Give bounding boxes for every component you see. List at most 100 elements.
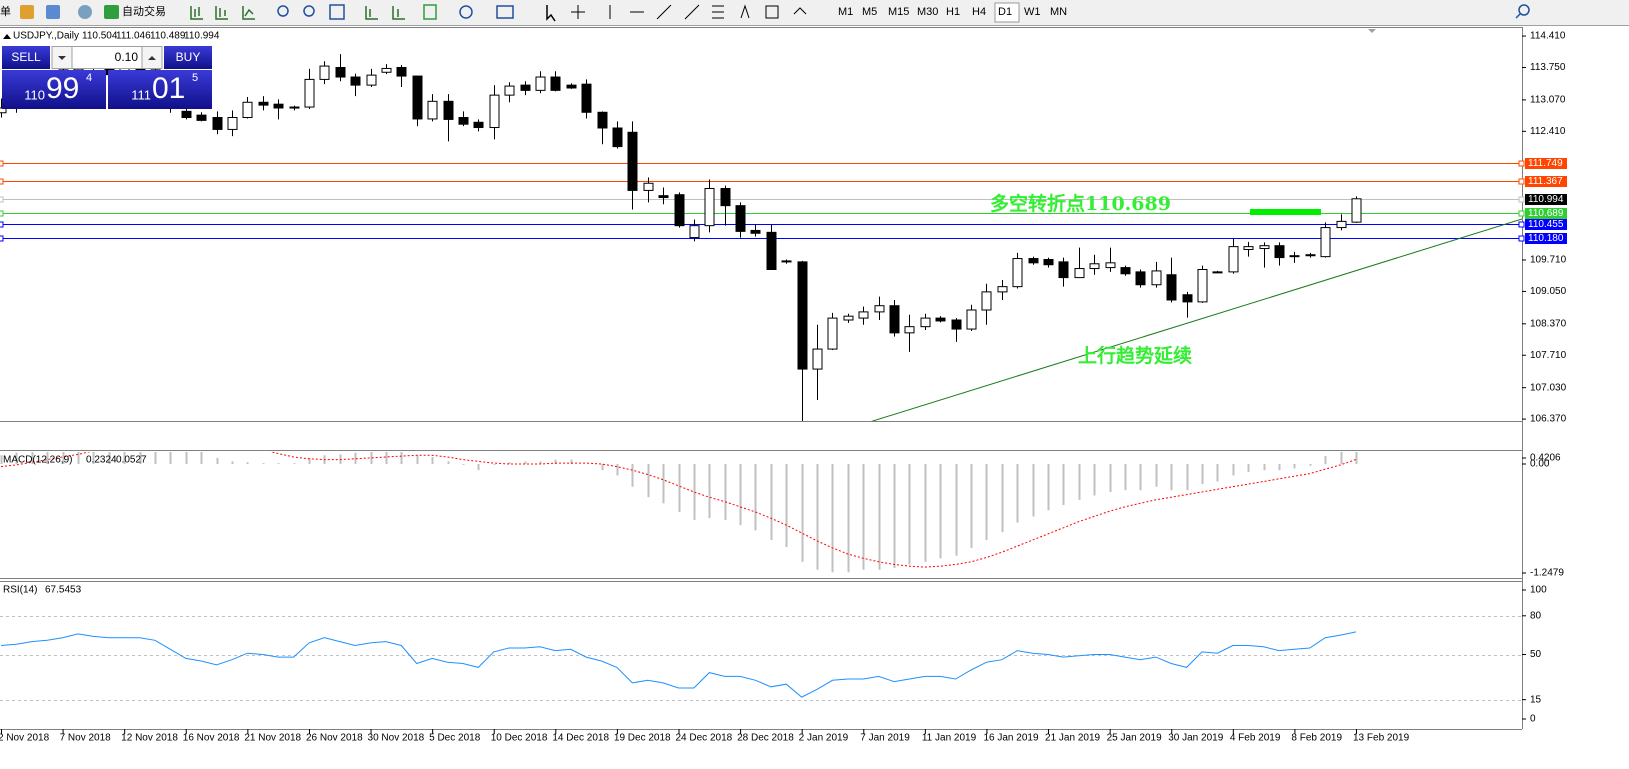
indicator-value: 67.5453 (45, 585, 82, 596)
timeframe[interactable]: MN (1050, 6, 1067, 18)
icon[interactable] (546, 5, 556, 22)
icon[interactable] (20, 5, 34, 19)
sell-label[interactable]: SELL (11, 50, 41, 64)
x-tick-label: 2 Nov 2018 (0, 733, 50, 744)
x-tick-label: 4 Feb 2019 (1230, 733, 1281, 744)
menu-tail[interactable]: 单 (0, 5, 11, 18)
bid-box[interactable] (2, 70, 106, 109)
candle-body (750, 229, 761, 234)
level-handle (1518, 235, 1525, 242)
candle-body (1182, 294, 1193, 303)
timeframe[interactable]: W1 (1024, 6, 1041, 18)
candle-body (827, 317, 838, 350)
icon[interactable] (740, 4, 750, 19)
y-tick-label: 0.00 (1530, 459, 1550, 470)
icon[interactable] (78, 5, 92, 19)
x-tick-label: 16 Nov 2018 (183, 733, 240, 744)
candle-body (858, 311, 869, 319)
bid-pips: 99 (46, 72, 79, 105)
shift-marker (1368, 29, 1376, 33)
candle-body (1105, 262, 1116, 269)
candle-body (335, 66, 346, 78)
trend-line[interactable] (815, 218, 1522, 439)
icon[interactable] (242, 6, 255, 20)
candle-body (843, 315, 854, 321)
candle-body (304, 78, 315, 108)
candle-body (458, 117, 469, 125)
timeframe[interactable]: H4 (972, 6, 986, 18)
icon[interactable] (190, 6, 203, 20)
y-tick-label: 100 (1530, 585, 1547, 596)
icon[interactable] (392, 6, 405, 20)
candle-body (581, 83, 592, 113)
icon[interactable] (303, 5, 315, 17)
x-tick-label: 11 Jan 2019 (922, 733, 977, 744)
lot-down-arrow (58, 56, 66, 60)
timeframe[interactable]: M1 (838, 6, 853, 18)
ask-box[interactable] (108, 70, 212, 109)
y-tick-label: 108.370 (1530, 318, 1567, 329)
y-tick-label: 80 (1530, 610, 1542, 621)
timeframe[interactable]: H1 (946, 6, 960, 18)
rsi-panel (0, 616, 1522, 701)
y-tick-label: 113.070 (1530, 95, 1566, 106)
candle-body (473, 121, 484, 129)
candle-body (1212, 271, 1223, 274)
candle-body (319, 65, 330, 80)
icon[interactable] (215, 6, 228, 20)
candle-body (273, 103, 284, 109)
timeframe[interactable]: D1 (998, 6, 1012, 18)
icon[interactable] (496, 5, 514, 19)
candle-body (1166, 274, 1177, 301)
timeframe[interactable]: M30 (917, 6, 938, 18)
icon[interactable] (571, 5, 585, 19)
candle-body (874, 305, 885, 313)
timeframe[interactable]: M15 (888, 6, 909, 18)
y-tick-label: 106.370 (1530, 414, 1567, 425)
icon[interactable] (423, 4, 437, 20)
candle-body (966, 309, 977, 330)
search-icon[interactable] (1518, 4, 1530, 16)
candle-body (1305, 254, 1316, 257)
auto-trading-icon[interactable] (104, 5, 119, 19)
icon[interactable] (277, 5, 289, 17)
icon[interactable] (765, 5, 779, 19)
icon[interactable] (365, 6, 378, 20)
sell-button[interactable] (2, 46, 50, 69)
icon[interactable] (684, 4, 724, 20)
timeframe-selected[interactable] (994, 2, 1020, 23)
candle-body (597, 111, 608, 129)
candle-body (1243, 246, 1254, 250)
candle-body (1120, 267, 1131, 275)
icon[interactable] (329, 4, 345, 20)
icon[interactable] (609, 4, 672, 20)
ask-frac: 5 (192, 72, 198, 84)
indicator-value: 0.2324 (86, 455, 117, 466)
auto-trading[interactable]: 自动交易 (122, 4, 166, 18)
candle-body (258, 101, 269, 106)
candle-body (489, 94, 500, 129)
level-handle (1518, 210, 1525, 217)
icon[interactable] (459, 5, 473, 19)
buy-label[interactable]: BUY (176, 50, 201, 64)
header-value: 111.046 (116, 31, 151, 42)
level-label: 111.749 (1528, 158, 1563, 169)
candle-body (1259, 245, 1270, 250)
lot-value[interactable]: 0.10 (115, 50, 139, 64)
candle-body (781, 260, 792, 263)
indicator-title: RSI(14) (3, 585, 37, 596)
timeframe[interactable]: M5 (862, 6, 877, 18)
buy-button[interactable] (164, 46, 212, 69)
search-icon[interactable] (1515, 13, 1521, 19)
level-label: 110.689 (1528, 208, 1564, 219)
candle-body (1012, 258, 1023, 288)
candle-body (1089, 263, 1100, 270)
x-tick-label: 14 Dec 2018 (552, 733, 609, 744)
bid-frac: 4 (86, 72, 92, 84)
icon[interactable] (46, 5, 60, 19)
candle-body (720, 188, 731, 207)
level-handle (0, 221, 4, 228)
candle-body (350, 76, 361, 86)
icon[interactable] (793, 7, 807, 15)
candle-body (381, 67, 392, 73)
